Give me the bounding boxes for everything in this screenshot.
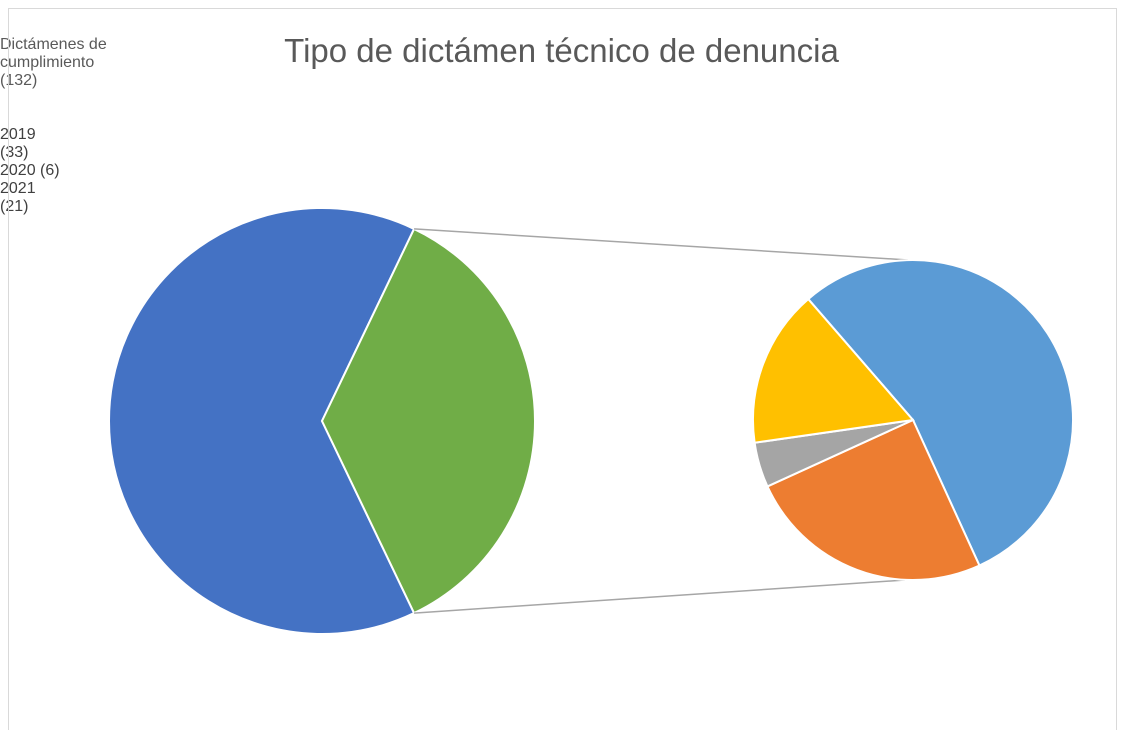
pie-slice — [752, 297, 915, 444]
data-label: Dictámenes de cumplimiento (132) — [0, 36, 170, 90]
pie-slice — [766, 418, 981, 581]
pie-slice — [320, 227, 537, 615]
data-label-value: (33) — [0, 144, 29, 161]
chart-title: Tipo de dictámen técnico de denuncia — [284, 32, 839, 69]
data-label-value: (237) — [0, 18, 38, 35]
data-label-value: (132) — [0, 72, 38, 89]
chart-frame — [8, 8, 1117, 730]
pie-slice — [806, 259, 1074, 567]
connector-line — [414, 579, 906, 614]
data-label-value: (72) — [0, 108, 29, 125]
pie-slice — [108, 207, 416, 635]
data-label-category: Dictámenes de cumplimiento — [0, 36, 107, 71]
data-label-value: (6) — [40, 162, 60, 179]
connector-line — [414, 228, 909, 261]
data-label-value: (21) — [0, 198, 29, 215]
